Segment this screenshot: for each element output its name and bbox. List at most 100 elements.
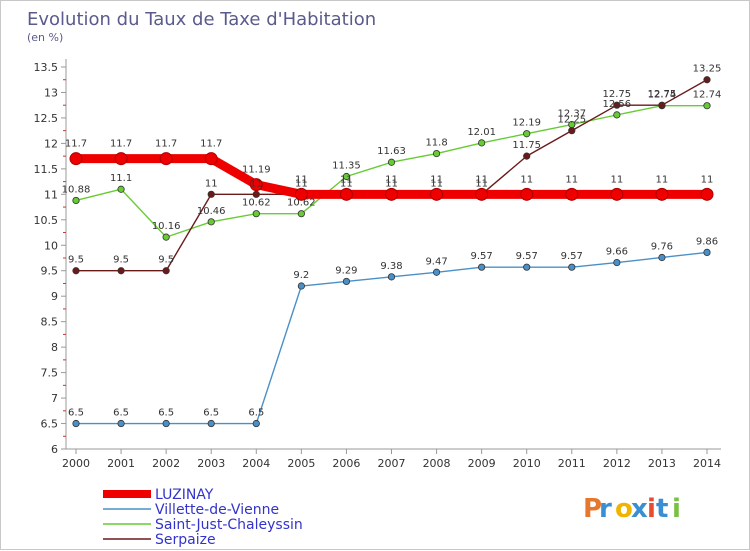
- data-point: [568, 263, 576, 271]
- data-label: 11: [520, 174, 533, 185]
- x-tick-label: 2011: [558, 457, 586, 470]
- data-label: 11.75: [512, 140, 541, 151]
- data-point: [432, 268, 441, 276]
- data-label: 9.38: [380, 261, 402, 272]
- data-point: [117, 419, 125, 428]
- data-point: [297, 282, 305, 290]
- data-label: 11.63: [377, 146, 406, 157]
- data-label: 9.2: [293, 270, 309, 281]
- series-layer: [69, 76, 714, 428]
- data-point: [162, 419, 170, 428]
- data-point: [339, 187, 353, 201]
- data-label: 6.5: [68, 408, 84, 419]
- data-label: 9.57: [561, 251, 583, 262]
- legend-label: Villette-de-Vienne: [155, 502, 279, 518]
- data-point: [658, 101, 666, 109]
- data-point: [162, 233, 170, 241]
- y-tick-label: 13.5: [34, 61, 59, 74]
- y-tick-label: 8: [51, 341, 58, 354]
- data-point: [162, 267, 170, 275]
- y-tick-label: 11: [44, 188, 58, 201]
- y-tick-label: 12.5: [34, 112, 59, 125]
- x-tick-label: 2012: [603, 457, 631, 470]
- data-point: [342, 277, 351, 286]
- data-label: 10.46: [197, 206, 226, 217]
- data-label: 9.5: [158, 255, 174, 266]
- data-point: [432, 149, 441, 158]
- x-tick-label: 2001: [107, 457, 135, 470]
- data-label: 11: [430, 174, 443, 185]
- data-label: 9.5: [68, 255, 84, 266]
- y-tick-label: 10: [44, 239, 58, 252]
- y-tick-label: 10.5: [34, 214, 59, 227]
- data-point: [297, 210, 305, 218]
- data-label: 11: [385, 174, 398, 185]
- data-label: 11: [430, 178, 443, 189]
- data-point: [478, 139, 486, 147]
- y-tick-label: 13: [44, 86, 58, 99]
- data-label: 11.7: [200, 139, 222, 150]
- data-point: [117, 267, 125, 275]
- legend: LUZINAYVillette-de-VienneSaint-Just-Chal…: [103, 487, 303, 548]
- x-tick-label: 2010: [513, 457, 541, 470]
- chart-title: Evolution du Taux de Taxe d'Habitation: [27, 9, 376, 30]
- y-tick-label: 7: [51, 392, 58, 405]
- x-tick-label: 2013: [648, 457, 676, 470]
- data-point: [249, 178, 263, 192]
- data-point: [520, 187, 534, 201]
- data-label: 11.8: [425, 138, 447, 149]
- data-point: [658, 253, 666, 262]
- data-label: 12.74: [693, 90, 722, 101]
- data-label: 6.5: [158, 408, 174, 419]
- data-label: 12.01: [467, 127, 496, 138]
- data-point: [387, 158, 396, 166]
- data-label: 11: [205, 178, 218, 189]
- data-label: 6.5: [113, 408, 129, 419]
- x-tick-label: 2004: [242, 457, 270, 470]
- data-label: 11.1: [110, 173, 132, 184]
- x-tick-label: 2002: [152, 457, 180, 470]
- y-tick-label: 9.5: [41, 265, 59, 278]
- x-tick-label: 2000: [62, 457, 90, 470]
- x-tick-label: 2005: [287, 457, 315, 470]
- data-point: [568, 127, 576, 135]
- y-tick-label: 7.5: [41, 367, 59, 380]
- series-line-saint-just-chaleyssin: [75, 105, 707, 238]
- data-point: [610, 187, 624, 201]
- data-point: [342, 172, 351, 181]
- data-point: [252, 190, 260, 198]
- data-point: [703, 248, 711, 256]
- data-point: [252, 210, 260, 218]
- data-label: 9.76: [651, 241, 673, 252]
- data-label: 6.5: [248, 408, 264, 419]
- data-label: 11: [295, 178, 308, 189]
- data-point: [207, 419, 215, 428]
- x-tick-label: 2003: [197, 457, 225, 470]
- x-tick-label: 2014: [693, 457, 721, 470]
- data-point: [72, 267, 80, 275]
- data-label: 9.57: [516, 251, 538, 262]
- axes: 6 6.5 7 7.5 8 8.5 9 9.5 10 10.5 11 11.5 12 12.5 13 13.5…: [34, 59, 721, 470]
- data-point: [69, 152, 83, 166]
- data-point: [72, 196, 80, 205]
- y-tick-label: 11.5: [34, 163, 59, 176]
- data-label: 11: [565, 174, 578, 185]
- data-point: [523, 263, 531, 271]
- logo-letter: o: [615, 494, 633, 524]
- data-label: 11.7: [65, 139, 87, 150]
- data-label: 9.57: [471, 251, 493, 262]
- data-label: 11: [656, 174, 669, 185]
- data-point: [703, 102, 711, 110]
- data-point: [207, 218, 215, 226]
- data-label: 12.75: [648, 89, 677, 100]
- data-label: 11: [250, 178, 263, 189]
- data-label: 10.16: [152, 221, 181, 232]
- data-label: 11: [701, 174, 714, 185]
- y-tick-label: 12: [44, 137, 58, 150]
- data-label: 11: [475, 178, 488, 189]
- y-tick-label: 9: [51, 290, 58, 303]
- logo-letter: i: [672, 494, 681, 524]
- logo-letter: i: [647, 494, 656, 524]
- data-label: 12.74: [648, 90, 677, 101]
